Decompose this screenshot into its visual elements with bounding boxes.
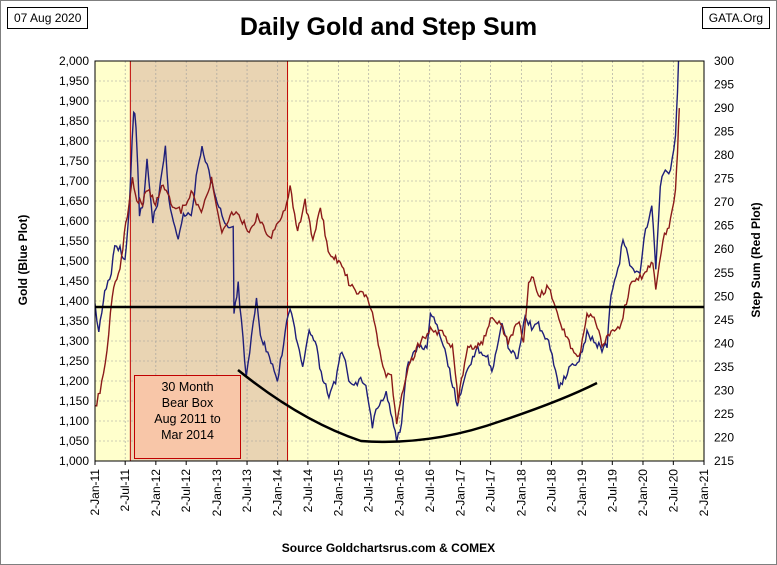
plot-border — [94, 60, 705, 462]
x-tick-label: 2-Jul-12 — [179, 469, 193, 513]
y-tick-label: 1,900 — [59, 94, 89, 108]
y-tick-label: 1,500 — [59, 254, 89, 268]
x-tick-label: 2-Jan-16 — [392, 469, 406, 517]
y2-tick-label: 295 — [714, 78, 734, 92]
y2-tick-label: 250 — [714, 289, 734, 303]
x-tick-label: 2-Jul-13 — [240, 469, 254, 513]
x-tick-label: 2-Jul-11 — [118, 469, 132, 512]
y2-tick-label: 300 — [714, 54, 734, 68]
y2-tick-label: 290 — [714, 101, 734, 115]
y-tick-label: 1,750 — [59, 154, 89, 168]
y-tick-label: 1,100 — [59, 414, 89, 428]
bear-box-line-1: 30 Month — [161, 380, 214, 394]
y2-tick-label: 280 — [714, 148, 734, 162]
y-tick-label: 1,950 — [59, 74, 89, 88]
y2-tick-label: 245 — [714, 313, 734, 327]
bear-box-label: 30 Month Bear Box Aug 2011 to Mar 2014 — [134, 375, 241, 459]
y2-tick-label: 240 — [714, 336, 734, 350]
y2-tick-label: 225 — [714, 407, 734, 421]
x-tick-label: 2-Jan-18 — [514, 469, 528, 517]
y2-tick-label: 285 — [714, 125, 734, 139]
x-tick-label: 2-Jan-19 — [575, 469, 589, 517]
y-tick-label: 1,550 — [59, 234, 89, 248]
y-tick-label: 1,250 — [59, 354, 89, 368]
x-tick-label: 2-Jan-12 — [149, 469, 163, 517]
y-tick-label: 1,800 — [59, 134, 89, 148]
x-tick-label: 2-Jan-15 — [332, 469, 346, 517]
y-axis-title-right: Step Sum (Red Plot) — [749, 202, 763, 318]
y2-tick-label: 265 — [714, 219, 734, 233]
x-tick-label: 2-Jul-18 — [544, 469, 558, 513]
x-tick-label: 2-Jan-20 — [636, 469, 650, 517]
x-tick-label: 2-Jul-16 — [423, 469, 437, 513]
x-tick-label: 2-Jul-17 — [484, 469, 498, 513]
y-tick-label: 1,050 — [59, 434, 89, 448]
y2-tick-label: 235 — [714, 360, 734, 374]
y-axis-title-left: Gold (Blue Plot) — [16, 214, 30, 306]
source-note: Source Goldchartsrus.com & COMEX — [281, 541, 496, 555]
y-tick-label: 1,850 — [59, 114, 89, 128]
chart-title: Daily Gold and Step Sum — [239, 13, 538, 41]
x-tick-label: 2-Jan-17 — [453, 469, 467, 517]
y-tick-label: 1,450 — [59, 274, 89, 288]
y2-tick-label: 255 — [714, 266, 734, 280]
bear-box-line-3: Aug 2011 to — [154, 412, 221, 426]
step-sum-series-line — [95, 108, 680, 425]
trend-curve — [237, 369, 598, 444]
x-tick-label: 2-Jul-15 — [362, 469, 376, 513]
gold-series-line — [95, 61, 680, 442]
x-tick-label: 2-Jan-13 — [210, 469, 224, 517]
y-tick-label: 1,300 — [59, 334, 89, 348]
y-tick-label: 2,000 — [59, 54, 89, 68]
x-tick-label: 2-Jul-19 — [605, 469, 619, 513]
y-tick-label: 1,200 — [59, 374, 89, 388]
y2-tick-label: 230 — [714, 383, 734, 397]
y-tick-label: 1,000 — [59, 454, 89, 468]
x-tick-label: 2-Jan-21 — [697, 469, 711, 517]
y2-tick-label: 215 — [714, 454, 734, 468]
y-tick-label: 1,600 — [59, 214, 89, 228]
y-tick-label: 1,400 — [59, 294, 89, 308]
x-tick-label: 2-Jan-14 — [271, 469, 285, 517]
site-label: GATA.Org — [701, 7, 770, 29]
x-tick-label: 2-Jul-14 — [301, 469, 315, 513]
y-tick-label: 1,650 — [59, 194, 89, 208]
bear-box-line-4: Mar 2014 — [161, 428, 214, 442]
y2-tick-label: 260 — [714, 242, 734, 256]
y2-tick-label: 220 — [714, 430, 734, 444]
x-tick-label: 2-Jul-20 — [666, 469, 680, 513]
bear-box-line-2: Bear Box — [161, 396, 214, 410]
y2-tick-label: 270 — [714, 195, 734, 209]
x-tick-label: 2-Jan-11 — [88, 469, 102, 516]
y-tick-label: 1,350 — [59, 314, 89, 328]
y2-tick-label: 275 — [714, 172, 734, 186]
y-tick-label: 1,150 — [59, 394, 89, 408]
date-label: 07 Aug 2020 — [7, 7, 89, 29]
y-tick-label: 1,700 — [59, 174, 89, 188]
